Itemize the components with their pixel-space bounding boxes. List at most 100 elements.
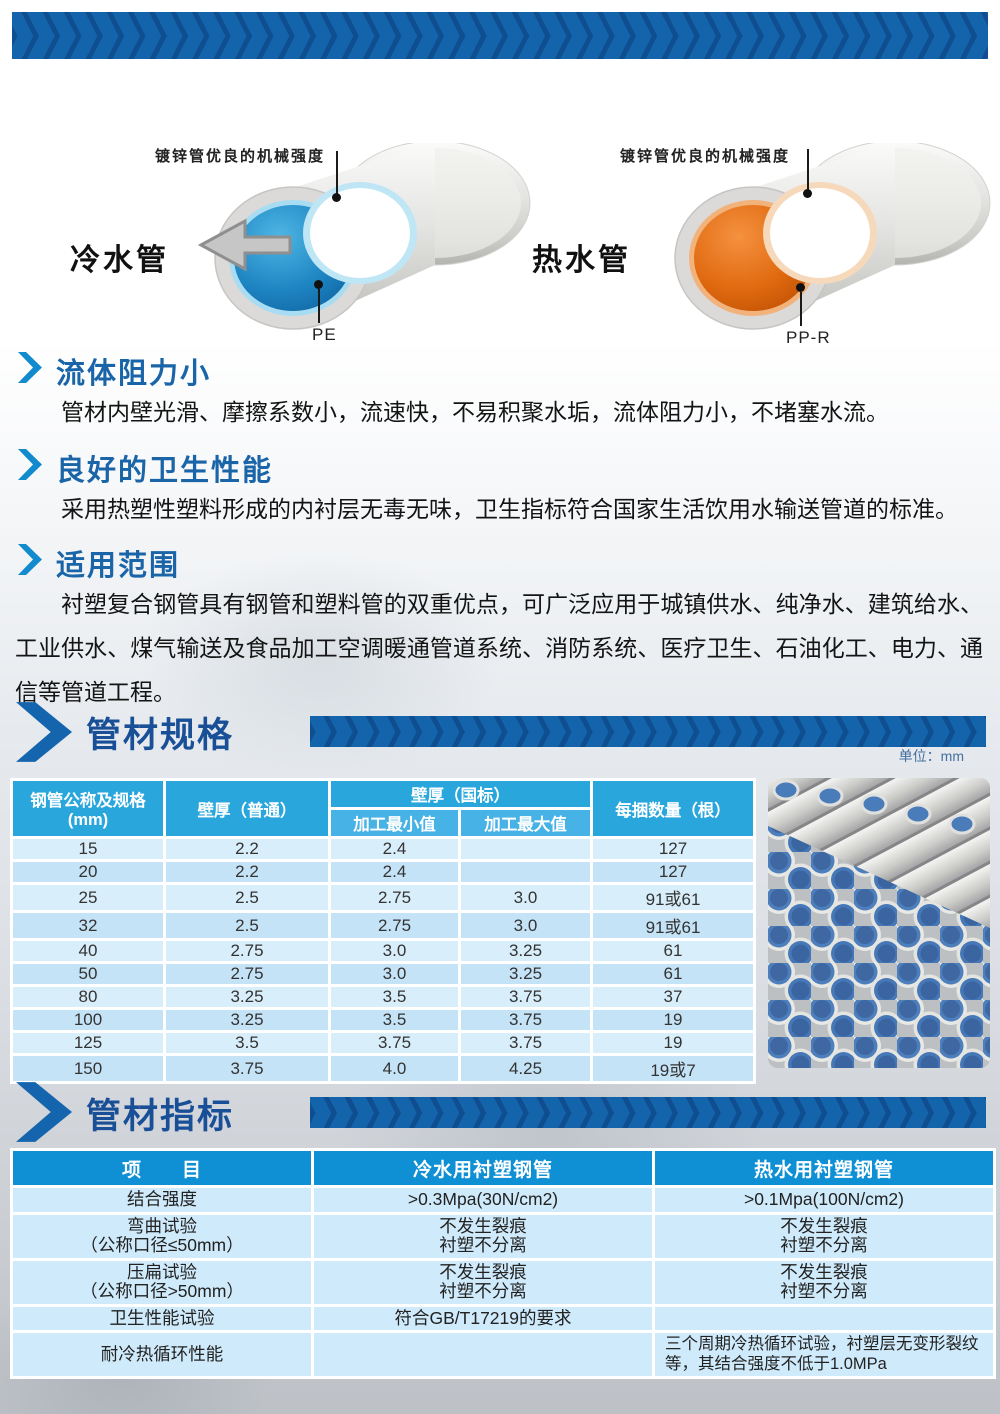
section-chevron-band (310, 716, 986, 747)
table-cell: 19 (593, 1010, 753, 1030)
feature-body: 衬塑复合钢管具有钢管和塑料管的双重优点，可广泛应用于城镇供水、纯净水、建筑给水、… (15, 591, 983, 705)
table-cell: 2.75 (331, 885, 458, 910)
annotation-label: 镀锌管优良的机械强度 (155, 148, 326, 165)
annotation-line (807, 149, 809, 191)
pipes-bundle-photo (768, 778, 990, 1068)
column-header: 每捆数量（根） (593, 781, 753, 836)
cold-pipe-diagram: 镀锌管优良的机械强度 冷水管 PE (60, 135, 531, 353)
lining-material-label: PE (312, 325, 337, 344)
feature-title: 良好的卫生性能 (56, 455, 274, 487)
spec-table: 钢管公称及规格(mm) 壁厚（普通） 壁厚（国标） 每捆数量（根） 加工最小值 … (10, 778, 756, 1084)
table-cell: 3.0 (461, 913, 590, 938)
annotation-label: 镀锌管优良的机械强度 (620, 148, 791, 165)
section-arrow-icon (16, 1082, 72, 1142)
chevron-bullet-icon (18, 352, 42, 383)
table-cell: 3.75 (461, 1010, 590, 1030)
table-cell: 3.75 (461, 1033, 590, 1053)
table-cell: 三个周期冷热循环试验，衬塑层无变形裂纹等，其结合强度不低于1.0MPa (655, 1333, 993, 1376)
table-cell: >0.3Mpa(30N/cm2) (314, 1188, 652, 1212)
table-cell: 127 (593, 862, 753, 882)
table-cell: 32 (13, 913, 163, 938)
table-cell: 2.5 (166, 885, 328, 910)
feature-body: 采用热塑性塑料形成的内衬层无毒无味，卫生指标符合国家生活饮用水输送管道的标准。 (61, 496, 958, 522)
lining-dot (314, 280, 323, 289)
chevron-bullet-icon (18, 544, 42, 575)
column-header: 钢管公称及规格(mm) (13, 781, 163, 836)
table-cell: 结合强度 (13, 1188, 311, 1212)
table-cell: 3.25 (166, 987, 328, 1007)
table-cell: 3.75 (166, 1056, 328, 1081)
column-header: 项 目 (13, 1151, 311, 1185)
table-cell: 2.4 (331, 862, 458, 882)
section-chevron-band (310, 1097, 986, 1128)
table-cell: 符合GB/T17219的要求 (314, 1306, 652, 1330)
table-cell: 127 (593, 839, 753, 859)
table-row: 80 3.25 3.5 3.75 37 (13, 987, 753, 1007)
column-header: 壁厚（国标） (331, 781, 590, 807)
table-cell: 15 (13, 839, 163, 859)
table-cell: 3.25 (461, 964, 590, 984)
table-row: 耐冷热循环性能 三个周期冷热循环试验，衬塑层无变形裂纹等，其结合强度不低于1.0M… (13, 1333, 993, 1376)
table-row: 25 2.5 2.75 3.0 91或61 (13, 885, 753, 910)
table-cell: 125 (13, 1033, 163, 1053)
table-cell: 2.75 (331, 913, 458, 938)
table-cell: 40 (13, 941, 163, 961)
column-header: 冷水用衬塑钢管 (314, 1151, 652, 1185)
chevron-bullet-icon (18, 449, 42, 480)
annotation-dot (803, 189, 812, 198)
table-cell: >0.1Mpa(100N/cm2) (655, 1188, 993, 1212)
table-cell: 20 (13, 862, 163, 882)
table-cell: 25 (13, 885, 163, 910)
table-cell: 卫生性能试验 (13, 1306, 311, 1330)
lining-material-label: PP-R (786, 328, 831, 347)
table-cell: 3.5 (331, 987, 458, 1007)
table-cell: 3.5 (331, 1010, 458, 1030)
table-row: 125 3.5 3.75 3.75 19 (13, 1033, 753, 1053)
table-cell: 61 (593, 964, 753, 984)
table-cell: 3.0 (461, 885, 590, 910)
flow-arrow-icon (197, 218, 292, 272)
table-cell: 50 (13, 964, 163, 984)
hot-pipe-diagram: 镀锌管优良的机械强度 热水管 PP-R (520, 135, 991, 353)
table-row: 15 2.2 2.4 127 (13, 839, 753, 859)
table-cell: 3.5 (166, 1033, 328, 1053)
unit-label: 单位：mm (898, 748, 964, 764)
column-subheader: 加工最小值 (331, 810, 458, 836)
table-cell: 4.0 (331, 1056, 458, 1081)
section-arrow-icon (16, 702, 72, 762)
pipes-photo-image (768, 778, 990, 1068)
lining-line (318, 289, 320, 323)
table-cell: 耐冷热循环性能 (13, 1333, 311, 1376)
lining-dot (796, 283, 805, 292)
table-row: 卫生性能试验 符合GB/T17219的要求 (13, 1306, 993, 1330)
table-row: 100 3.25 3.5 3.75 19 (13, 1010, 753, 1030)
table-row: 32 2.5 2.75 3.0 91或61 (13, 913, 753, 938)
table-cell: 3.0 (331, 964, 458, 984)
table-cell: 3.0 (331, 941, 458, 961)
table-cell: 3.75 (331, 1033, 458, 1053)
top-chevron-band (12, 12, 988, 59)
feature-title: 适用范围 (56, 550, 181, 582)
table-cell: 压扁试验 （公称口径>50mm） (13, 1260, 311, 1304)
annotation-dot (332, 193, 341, 202)
table-cell: 3.75 (461, 987, 590, 1007)
hot-pipe-label: 热水管 (532, 244, 631, 277)
table-row: 弯曲试验 （公称口径≤50mm） 不发生裂痕 衬塑不分离 不发生裂痕 衬塑不分离 (13, 1214, 993, 1258)
table-row: 20 2.2 2.4 127 (13, 862, 753, 882)
table-cell (461, 839, 590, 859)
table-cell (655, 1306, 993, 1330)
feature-body: 管材内壁光滑、摩擦系数小，流速快，不易积聚水垢，流体阻力小，不堵塞水流。 (61, 399, 889, 425)
table-row: 压扁试验 （公称口径>50mm） 不发生裂痕 衬塑不分离 不发生裂痕 衬塑不分离 (13, 1260, 993, 1304)
table-cell: 2.4 (331, 839, 458, 859)
table-cell: 不发生裂痕 衬塑不分离 (314, 1260, 652, 1304)
table-cell: 不发生裂痕 衬塑不分离 (314, 1214, 652, 1258)
table-cell: 2.75 (166, 964, 328, 984)
hot-pipe-cutaway-illustration (674, 143, 991, 330)
table-cell: 100 (13, 1010, 163, 1030)
column-header: 壁厚（普通） (166, 781, 328, 836)
table-row: 结合强度 >0.3Mpa(30N/cm2) >0.1Mpa(100N/cm2) (13, 1188, 993, 1212)
table-row: 50 2.75 3.0 3.25 61 (13, 964, 753, 984)
annotation-line (336, 151, 338, 195)
table-cell: 91或61 (593, 885, 753, 910)
